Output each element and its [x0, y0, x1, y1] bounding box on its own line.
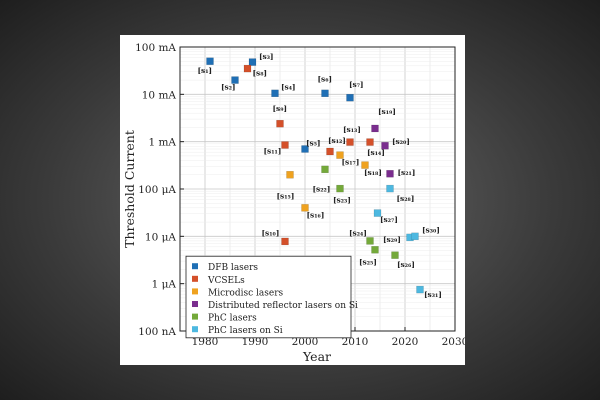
reference-label: [s₉] [273, 104, 288, 113]
reference-label: [s₂₉] [383, 235, 401, 244]
legend-box [185, 255, 352, 339]
data-point [391, 251, 399, 259]
legend-label: PhC lasers [208, 314, 257, 324]
data-point [371, 124, 379, 133]
data-point [248, 58, 257, 66]
data-point [206, 57, 214, 65]
y-tick-label: 10 μA [145, 231, 177, 243]
data-point [231, 76, 239, 84]
data-point [301, 145, 309, 153]
data-point [326, 147, 334, 156]
reference-label: [s₂] [221, 83, 236, 92]
x-tick-label: 1980 [192, 336, 219, 348]
reference-label: [s₁₁] [264, 147, 282, 156]
reference-label: [s₁₄] [367, 148, 385, 157]
data-point [411, 232, 419, 241]
reference-label: [s₁₃] [343, 125, 361, 134]
data-point [336, 151, 344, 159]
y-axis: 100 mA 10 mA 1 mA 100 μA 10 μA 1 μA 100 nA [135, 42, 184, 338]
data-point [346, 138, 354, 146]
legend-label: Microdisc lasers [208, 288, 284, 298]
data-point [386, 184, 394, 193]
data-point [286, 171, 294, 179]
reference-label: [s₂₃] [333, 195, 351, 204]
reference-label: [s₂₄] [349, 228, 367, 237]
reference-label: [s₁₅] [277, 191, 295, 200]
data-point [271, 89, 279, 98]
legend: DFB lasers VCSELs Microdisc lasers Distribu… [185, 255, 358, 339]
x-axis-title: Year [302, 349, 331, 364]
reference-label: [s₆] [318, 75, 333, 84]
data-point [301, 204, 309, 212]
data-point [381, 142, 389, 150]
x-tick-label: 2030 [442, 336, 465, 348]
x-tick-label: 2010 [342, 336, 369, 348]
reference-label: [s₇] [349, 80, 364, 89]
threshold-current-chart: 1980 1990 2000 2010 2020 2030 100 mA 10 mA 1 mA… [122, 42, 465, 364]
legend-swatch [192, 263, 198, 270]
reference-label: [s₈] [253, 68, 268, 77]
x-tick-label: 2000 [292, 336, 319, 348]
legend-swatch [192, 313, 198, 320]
legend-label: VCSELs [207, 276, 245, 286]
reference-label: [s₂₈] [397, 194, 415, 203]
reference-label: [s₁₉] [378, 107, 396, 116]
data-point [281, 237, 289, 246]
reference-label: [s₂₂] [313, 184, 331, 193]
reference-label: [s₂₅] [359, 258, 377, 267]
y-tick-label: 10 mA [142, 89, 177, 101]
data-point [416, 285, 424, 294]
y-tick-label: 100 mA [135, 42, 176, 54]
reference-label: [s₅] [306, 138, 321, 147]
y-tick-label: 1 mA [148, 137, 176, 149]
data-point [321, 165, 329, 174]
data-point [276, 119, 284, 128]
legend-label: Distributed reflector lasers on Si [208, 301, 358, 311]
reference-label: [s₁₆] [307, 210, 325, 219]
x-tick-label: 1990 [242, 336, 269, 348]
data-point [336, 184, 344, 193]
data-point [243, 64, 252, 73]
y-axis-title: Threshold Current [122, 130, 137, 248]
reference-label: [s₄] [281, 83, 296, 92]
legend-label: DFB lasers [208, 263, 258, 273]
data-point [366, 237, 374, 245]
data-point [366, 138, 374, 146]
reference-label: [s₂₀] [392, 137, 410, 146]
legend-swatch [192, 275, 198, 282]
reference-label: [s₁₂] [328, 136, 346, 145]
legend-swatch [192, 301, 198, 308]
figure-panel: 1980 1990 2000 2010 2020 2030 100 mA 10 mA 1 mA… [120, 35, 465, 365]
reference-label: [s₁₇] [342, 157, 360, 166]
reference-label: [s₁₀] [262, 228, 280, 237]
y-tick-label: 1 μA [152, 279, 177, 291]
x-tick-label: 2020 [392, 336, 419, 348]
reference-label: [s₂₁] [398, 168, 416, 177]
reference-label: [s₃₀] [422, 226, 440, 235]
data-point [346, 93, 354, 102]
legend-label: PhC lasers on Si [208, 326, 283, 336]
data-point [361, 161, 369, 169]
data-point [371, 246, 379, 254]
data-point [386, 170, 394, 178]
reference-label: [s₁₈] [364, 168, 382, 177]
data-point [281, 141, 289, 149]
x-axis: 1980 1990 2000 2010 2020 2030 [192, 327, 465, 348]
data-point [321, 89, 329, 98]
reference-label: [s₂₇] [380, 215, 398, 224]
reference-label: [s₂₆] [397, 260, 415, 269]
data-points [206, 57, 424, 294]
reference-label: [s₁] [198, 66, 213, 75]
y-tick-label: 100 μA [138, 184, 176, 196]
legend-swatch [192, 326, 198, 333]
reference-labels: [s₁] [s₂] [s₃] [s₄] [s₅] [s₆] [s₇] [s₈] [s₉] [s₁₁… [198, 52, 442, 299]
data-point [373, 209, 382, 217]
reference-label: [s₃₁] [424, 290, 442, 299]
legend-swatch [192, 288, 198, 295]
reference-label: [s₃] [259, 52, 274, 61]
y-tick-label: 100 nA [138, 326, 176, 338]
